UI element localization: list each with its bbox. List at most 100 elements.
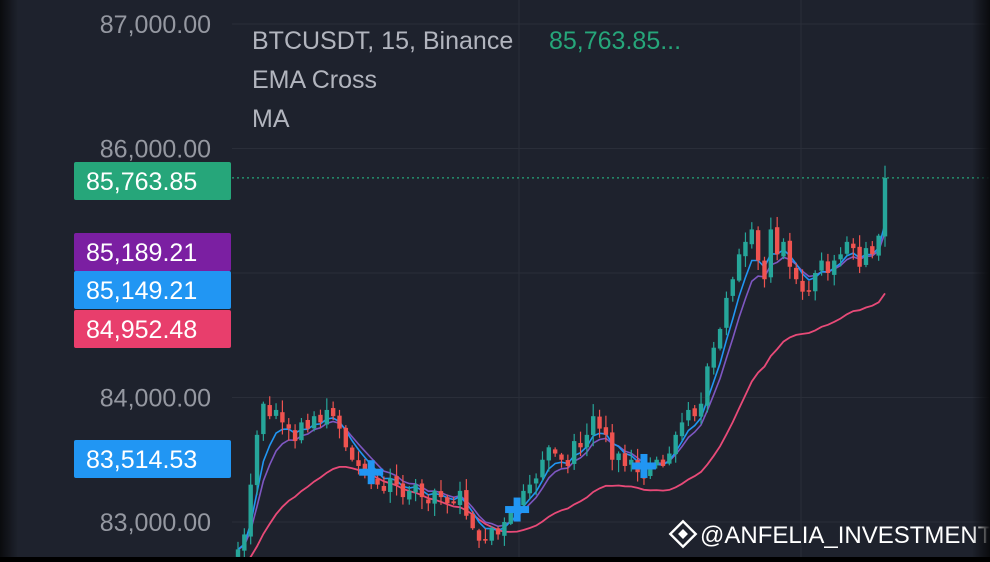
candle-body xyxy=(787,240,793,267)
candle-body xyxy=(844,241,850,254)
candle-body xyxy=(451,501,456,504)
candle-body xyxy=(813,273,818,292)
legend-symbol[interactable]: BTCUSDT, 15, Binance xyxy=(252,27,513,55)
candle-body xyxy=(863,248,869,265)
candle-body xyxy=(337,415,342,429)
candle-body xyxy=(781,241,786,257)
candle-body xyxy=(235,549,241,557)
price-label-box xyxy=(74,162,231,200)
candle-body xyxy=(591,416,596,436)
left-edge-shadow xyxy=(0,0,18,557)
candle-body xyxy=(476,530,482,541)
candle-body xyxy=(432,490,437,504)
candle-body xyxy=(381,485,387,491)
ma-line xyxy=(244,292,886,562)
price-label-text: 85,189.21 xyxy=(86,239,197,267)
candle-body xyxy=(610,432,615,460)
candle-body xyxy=(464,490,469,516)
price-label-text: 85,763.85 xyxy=(86,168,197,196)
candle-body xyxy=(330,408,336,417)
candle-body xyxy=(838,254,843,260)
cross-markers xyxy=(359,453,656,522)
candle-body xyxy=(768,229,774,278)
candle-body xyxy=(540,459,545,478)
cross-marker-bar xyxy=(513,497,521,522)
candle-body xyxy=(280,412,285,423)
candle-body xyxy=(546,447,552,461)
price-label-ema-fast: 85,149.21 xyxy=(74,271,231,309)
legend-indicator-ma[interactable]: MA xyxy=(252,105,290,133)
candle-body xyxy=(533,478,539,484)
candle-body xyxy=(736,254,742,281)
candle-body xyxy=(552,449,558,454)
candle-body xyxy=(407,490,412,500)
candle-body xyxy=(717,329,723,349)
candle-body xyxy=(629,459,634,465)
price-label-box xyxy=(74,310,231,348)
candle-body xyxy=(267,405,272,417)
candle-body xyxy=(305,419,310,429)
candle-body xyxy=(755,230,761,261)
candle-body xyxy=(508,509,513,524)
binance-logo-icon xyxy=(668,519,698,549)
price-label-ma: 84,952.48 xyxy=(74,310,231,348)
price-axis[interactable]: 83,000.00 84,000.00 86,000.00 87,000.00 xyxy=(100,11,211,537)
candle-body xyxy=(876,235,881,256)
candle-body xyxy=(571,441,577,464)
grid-lines xyxy=(232,0,990,557)
candle-body xyxy=(686,409,691,421)
candle-body xyxy=(388,478,393,493)
candle-body xyxy=(857,246,862,267)
price-tick-label: 86,000.00 xyxy=(100,136,211,164)
candle-body xyxy=(578,442,583,448)
price-label-ema-slow: 85,189.21 xyxy=(74,233,231,271)
candle-body xyxy=(273,409,279,416)
candle-body xyxy=(825,261,831,273)
cross-marker xyxy=(505,497,530,522)
candle-body xyxy=(261,403,266,435)
cross-marker xyxy=(631,453,656,478)
candle-body xyxy=(248,484,253,537)
candle-body xyxy=(495,528,501,535)
candle-body xyxy=(400,483,406,498)
candle-body xyxy=(483,539,488,541)
candle-body xyxy=(394,476,399,485)
candle-body xyxy=(679,422,685,437)
price-labels: 85,763.85 85,189.21 85,149.21 84,952.48 83,5… xyxy=(74,162,231,478)
candle-body xyxy=(286,424,291,429)
legend-indicator-ema-cross[interactable]: EMA Cross xyxy=(252,66,377,94)
candle-body xyxy=(832,260,837,275)
candle-body xyxy=(622,453,628,466)
watermark-text: @ANFELIA_INVESTMENT xyxy=(700,522,990,549)
candle-body xyxy=(597,416,602,429)
candle-body xyxy=(705,366,710,406)
candle-body xyxy=(318,414,323,423)
candle-body xyxy=(749,229,754,245)
candle-body xyxy=(673,434,678,455)
candle-body xyxy=(603,427,609,435)
candle-body xyxy=(654,459,659,466)
candle-body xyxy=(299,422,304,441)
price-tick-label: 84,000.00 xyxy=(100,385,211,413)
candle-body xyxy=(311,416,317,429)
candle-body xyxy=(343,427,349,448)
candle-body xyxy=(584,434,590,448)
watermark: @ANFELIA_INVESTMENT xyxy=(668,519,990,549)
price-label-cross-marker: 83,514.53 xyxy=(74,440,231,478)
price-tick-label: 83,000.00 xyxy=(100,509,211,537)
candle-body xyxy=(470,514,475,529)
candle-body xyxy=(362,463,368,473)
candle-body xyxy=(559,454,564,460)
price-label-text: 84,952.48 xyxy=(86,316,197,344)
candle-body xyxy=(692,408,697,417)
candle-body xyxy=(375,478,380,485)
right-edge-shadow xyxy=(972,0,990,557)
candle-body xyxy=(793,267,799,280)
candle-body xyxy=(292,430,298,442)
candle-body xyxy=(349,447,355,460)
candle-body xyxy=(426,499,431,504)
candle-body xyxy=(489,528,494,541)
cross-marker-bar xyxy=(367,460,375,485)
